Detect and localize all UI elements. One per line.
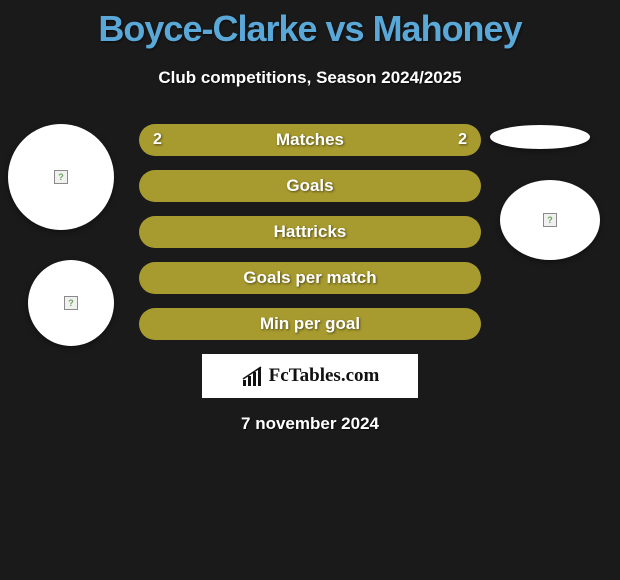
page-subtitle: Club competitions, Season 2024/2025 — [0, 68, 620, 88]
image-placeholder-icon: ? — [64, 296, 78, 310]
stat-label: Hattricks — [274, 222, 347, 242]
stat-label: Min per goal — [260, 314, 360, 334]
stat-left-value: 2 — [153, 131, 162, 149]
stats-panel: 2 Matches 2 Goals Hattricks Goals per ma… — [139, 124, 481, 340]
stat-row-min-per-goal: Min per goal — [139, 308, 481, 340]
stat-row-hattricks: Hattricks — [139, 216, 481, 248]
stat-row-goals-per-match: Goals per match — [139, 262, 481, 294]
player-photo-left-1: ? — [8, 124, 114, 230]
player-photo-right-1 — [490, 125, 590, 149]
player-photo-left-2: ? — [28, 260, 114, 346]
page-title: Boyce-Clarke vs Mahoney — [0, 0, 620, 50]
image-placeholder-icon: ? — [54, 170, 68, 184]
stat-label: Matches — [276, 130, 344, 150]
stat-right-value: 2 — [458, 131, 467, 149]
stat-row-goals: Goals — [139, 170, 481, 202]
stat-row-matches: 2 Matches 2 — [139, 124, 481, 156]
stat-label: Goals per match — [243, 268, 376, 288]
player-photo-right-2: ? — [500, 180, 600, 260]
stat-label: Goals — [286, 176, 333, 196]
image-placeholder-icon: ? — [543, 213, 557, 227]
logo-text: FcTables.com — [269, 365, 380, 387]
site-logo[interactable]: FcTables.com — [202, 354, 418, 398]
bars-icon — [241, 366, 265, 386]
date-label: 7 november 2024 — [0, 414, 620, 434]
